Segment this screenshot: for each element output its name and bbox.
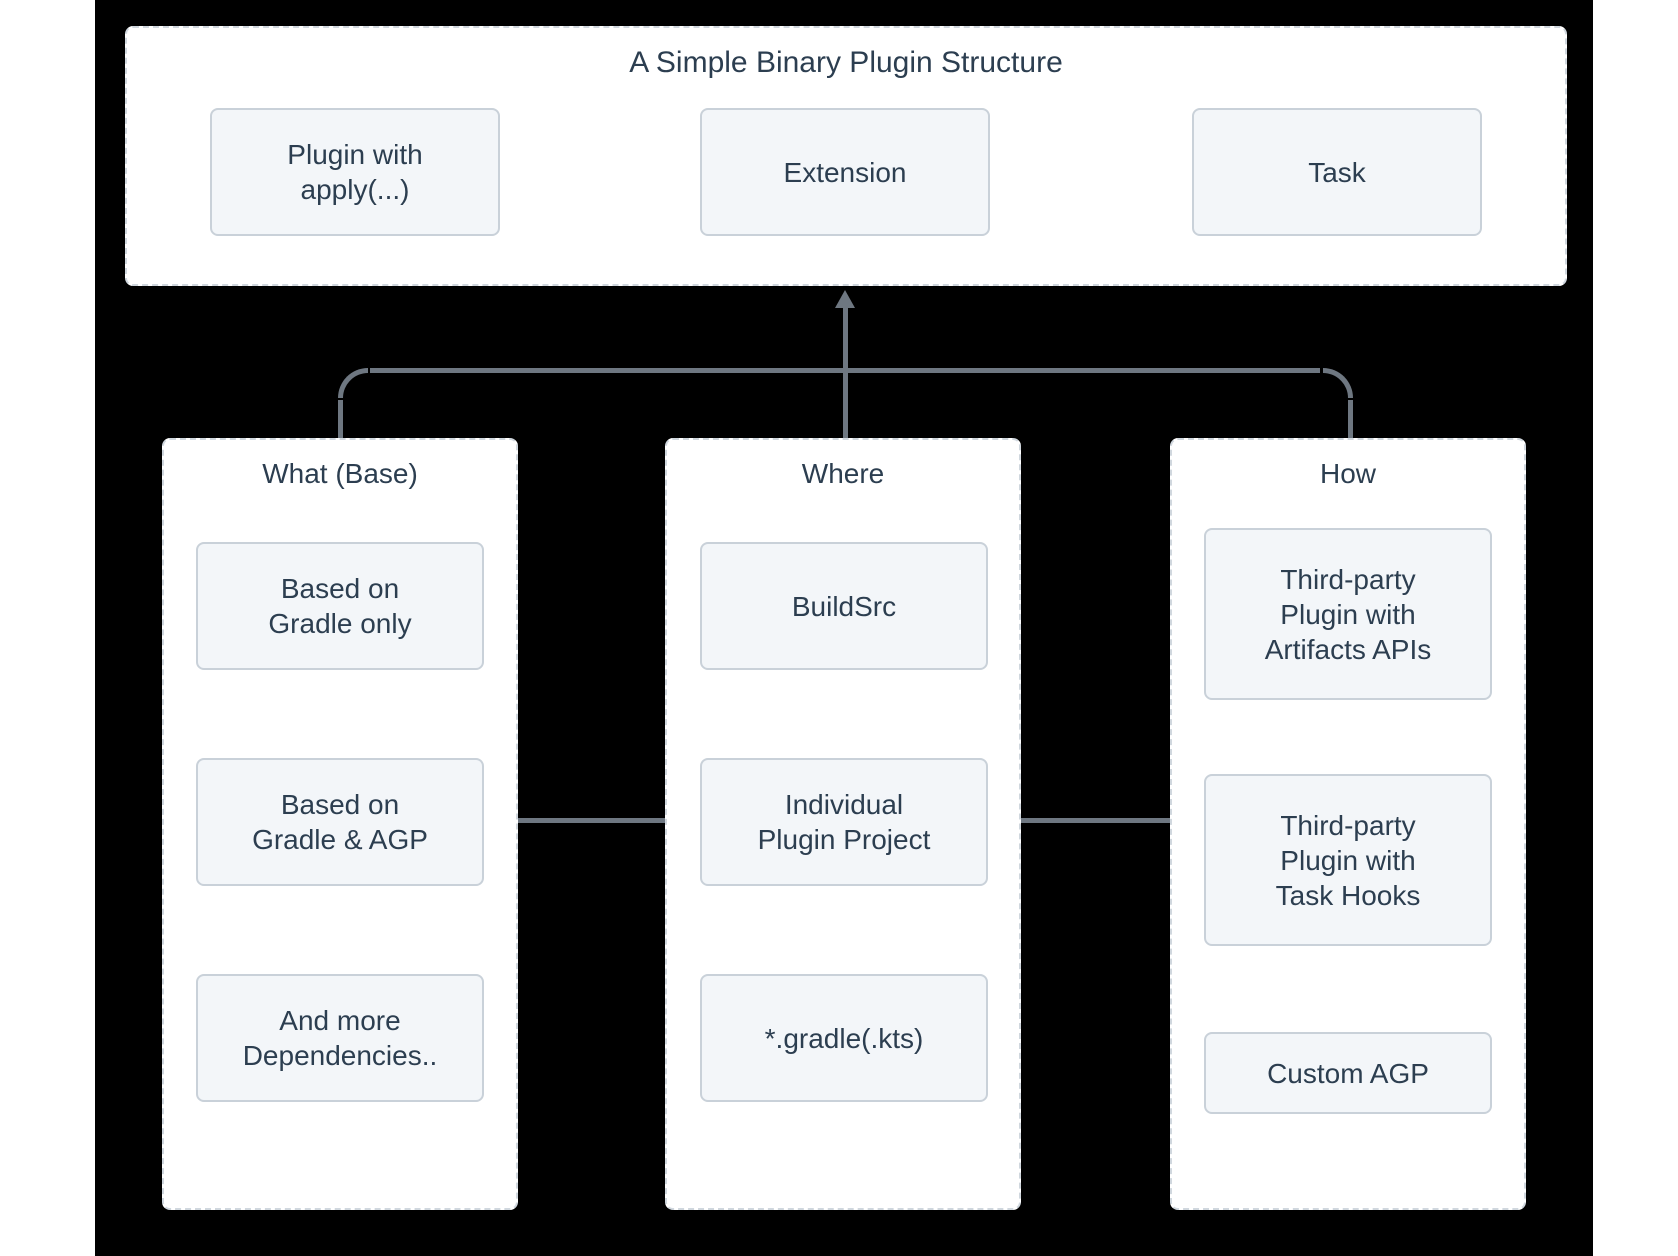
- card-custom-agp: Custom AGP: [1204, 1032, 1492, 1114]
- connector-link-what-where: [518, 818, 665, 823]
- card-more-deps: And moreDependencies..: [196, 974, 484, 1102]
- card-buildsrc: BuildSrc: [700, 542, 988, 670]
- arrow-head-icon: [835, 290, 855, 308]
- card-task-hooks: Third-partyPlugin withTask Hooks: [1204, 774, 1492, 946]
- card-gradle-agp: Based onGradle & AGP: [196, 758, 484, 886]
- top-panel-title: A Simple Binary Plugin Structure: [127, 28, 1565, 80]
- card-gradle-only: Based onGradle only: [196, 542, 484, 670]
- connector-link-where-how: [1021, 818, 1170, 823]
- card-artifacts-api: Third-partyPlugin withArtifacts APIs: [1204, 528, 1492, 700]
- panel-title-what: What (Base): [164, 440, 516, 490]
- connector-right-drop: [1348, 400, 1353, 438]
- card-plugin-apply: Plugin withapply(...): [210, 108, 500, 236]
- connector-trunk: [843, 308, 848, 438]
- connector-left-drop: [338, 400, 343, 438]
- panel-title-how: How: [1172, 440, 1524, 490]
- connector-crossbar: [370, 368, 1320, 373]
- card-indiv-plugin: IndividualPlugin Project: [700, 758, 988, 886]
- card-extension: Extension: [700, 108, 990, 236]
- card-task: Task: [1192, 108, 1482, 236]
- panel-title-where: Where: [667, 440, 1019, 490]
- card-gradle-kts: *.gradle(.kts): [700, 974, 988, 1102]
